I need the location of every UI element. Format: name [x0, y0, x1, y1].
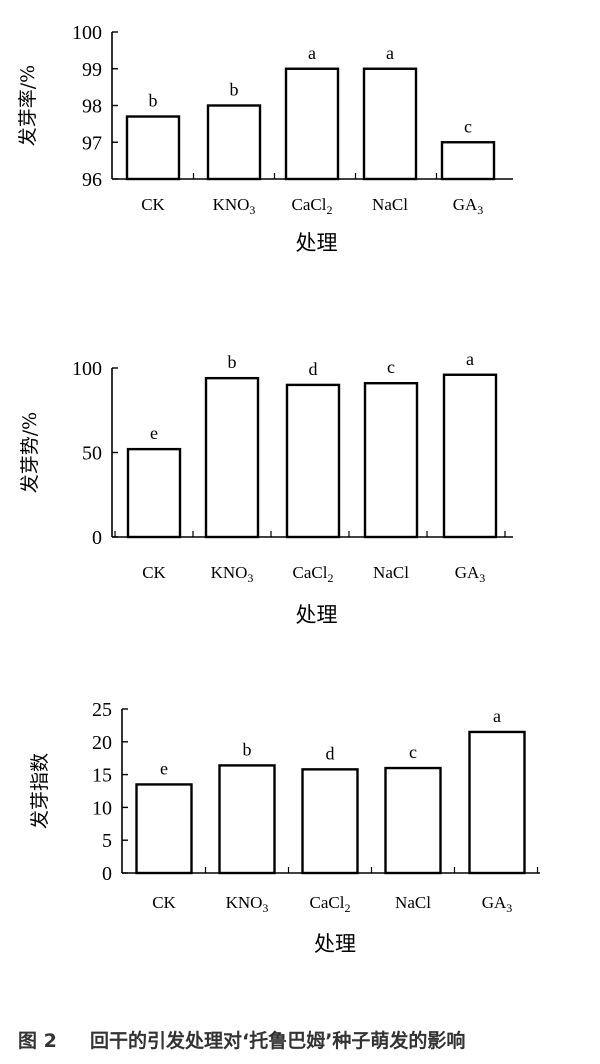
bar	[301, 768, 359, 875]
category-label: GA3	[453, 195, 484, 217]
significance-label: b	[228, 352, 237, 372]
significance-label: d	[309, 359, 318, 379]
y-axis-title: 发芽势/%	[19, 412, 41, 493]
y-tick-label: 10	[92, 797, 112, 819]
y-tick-label: 97	[82, 132, 102, 154]
significance-label: b	[230, 80, 239, 100]
y-tick-label: 100	[72, 22, 102, 44]
bar	[362, 67, 418, 181]
x-axis-title: 处理	[296, 603, 338, 627]
bar	[125, 115, 181, 181]
y-tick-label: 0	[92, 527, 102, 549]
category-label: GA3	[482, 893, 513, 915]
category-label: KNO3	[226, 893, 269, 915]
category-label: NaCl	[372, 195, 408, 214]
y-tick-label: 50	[82, 443, 102, 465]
bar	[442, 373, 498, 539]
bar	[440, 141, 496, 181]
y-tick-label: 96	[82, 169, 102, 191]
category-label: GA3	[455, 563, 486, 585]
category-label: CK	[141, 195, 165, 214]
germination-rate-chart: 96 97 98 99 100 b CK b KNO3 a CaCl2 a NaCl c GA3 处理 发芽率/…	[17, 22, 513, 255]
significance-label: e	[150, 423, 158, 443]
significance-label: a	[308, 43, 316, 63]
bar	[284, 67, 340, 181]
category-label: CK	[142, 563, 166, 582]
significance-label: c	[387, 357, 395, 377]
category-label: CaCl2	[292, 195, 333, 217]
significance-label: d	[326, 743, 335, 763]
significance-label: e	[160, 758, 168, 778]
y-tick-label: 98	[82, 96, 102, 118]
significance-label: a	[493, 706, 501, 726]
category-label: KNO3	[213, 195, 256, 217]
y-tick-label: 100	[72, 358, 102, 380]
germination-index-chart: 0 5 10 15 20 25 e CK b KNO3 d CaCl2 c NaCl a GA3 处理 发芽指数	[29, 699, 540, 956]
y-axis-title: 发芽指数	[29, 753, 51, 829]
y-tick-label: 0	[102, 863, 112, 885]
category-label: CaCl2	[293, 563, 334, 585]
bar	[135, 783, 193, 875]
x-axis-title: 处理	[296, 231, 338, 255]
germination-energy-chart: 0 50 100 e CK b KNO3 d CaCl2 c NaCl a GA3 处理 发芽势/%	[19, 349, 513, 627]
bar	[384, 766, 442, 875]
category-label: CaCl2	[310, 893, 351, 915]
y-tick-label: 25	[92, 699, 112, 721]
bar	[126, 447, 182, 539]
bar	[206, 104, 262, 181]
caption-text: 回干的引发处理对‘托鲁巴姆’种子萌发的影响	[90, 1029, 465, 1052]
y-tick-label: 20	[92, 732, 112, 754]
figure-caption: 图 2 回干的引发处理对‘托鲁巴姆’种子萌发的影响	[18, 1029, 465, 1052]
y-tick-label: 15	[92, 765, 112, 787]
significance-label: c	[409, 742, 417, 762]
category-label: NaCl	[395, 893, 431, 912]
significance-label: a	[466, 349, 474, 369]
y-tick-label: 99	[82, 59, 102, 81]
bar	[468, 730, 526, 875]
caption-label: 图 2	[18, 1030, 57, 1052]
category-label: CK	[152, 893, 176, 912]
y-axis-title: 发芽率/%	[17, 65, 39, 146]
x-axis-title: 处理	[314, 932, 356, 956]
significance-label: b	[149, 91, 158, 111]
significance-label: c	[464, 116, 472, 136]
bar	[218, 764, 276, 875]
significance-label: a	[386, 43, 394, 63]
significance-label: b	[243, 739, 252, 759]
bar	[285, 383, 341, 539]
bar	[204, 376, 260, 539]
y-tick-label: 5	[102, 830, 112, 852]
category-label: KNO3	[211, 563, 254, 585]
bar	[363, 382, 419, 539]
category-label: NaCl	[373, 563, 409, 582]
